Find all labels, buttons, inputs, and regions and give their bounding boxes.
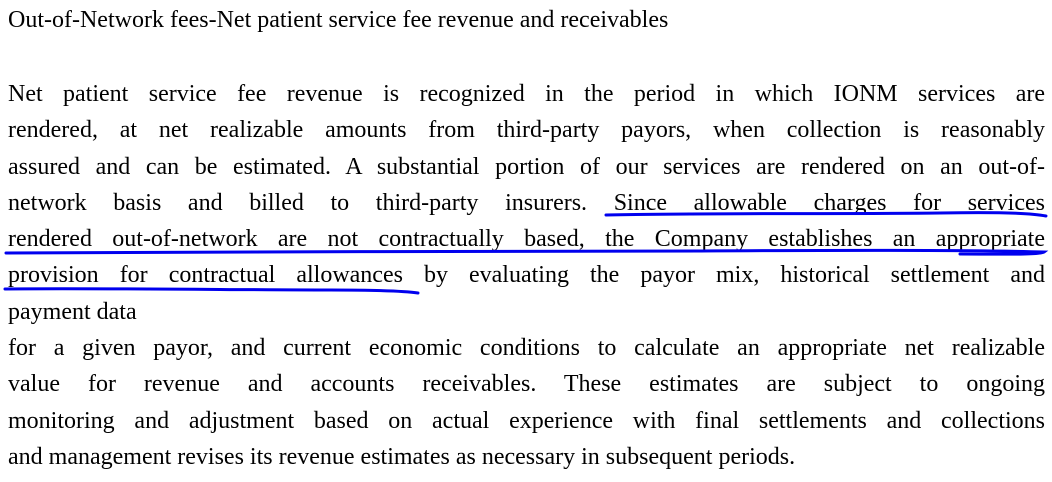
paragraph-line: provision for contractual allowances by …	[8, 262, 1045, 289]
paragraph-line: payment data	[8, 298, 137, 325]
paragraph: Net patient service fee revenue is recog…	[8, 76, 1045, 475]
paragraph-line: network basis and billed to third-party …	[8, 189, 1045, 216]
paragraph-line: assured and can be estimated. A substant…	[8, 153, 1045, 180]
paragraph-line: and management revises its revenue estim…	[8, 443, 796, 470]
paragraph-line: for a given payor, and current economic …	[8, 335, 1045, 362]
paragraph-line: rendered, at net realizable amounts from…	[8, 117, 1045, 144]
paragraph-line: Net patient service fee revenue is recog…	[8, 81, 1045, 107]
section-title: Out-of-Network fees-Net patient service …	[8, 7, 669, 33]
paragraph-line: value for revenue and accounts receivabl…	[8, 371, 1045, 398]
paragraph-line: monitoring and adjustment based on actua…	[8, 407, 1045, 434]
paragraph-line: rendered out-of-network are not contract…	[8, 226, 1045, 253]
